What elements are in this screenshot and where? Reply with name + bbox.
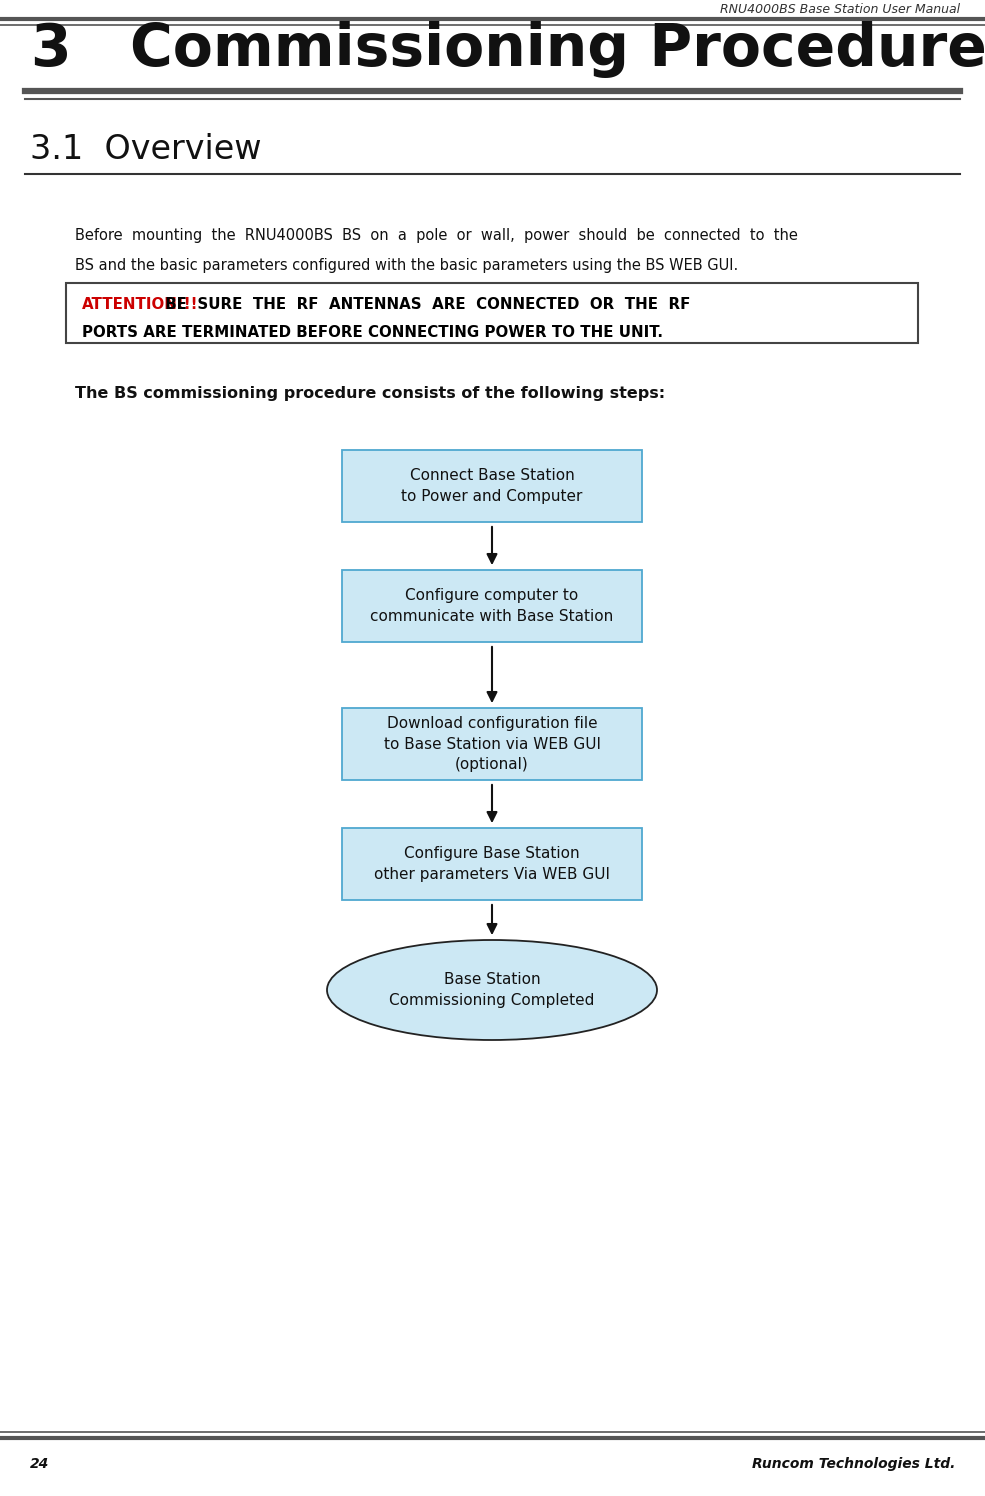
- Text: BS and the basic parameters configured with the basic parameters using the BS WE: BS and the basic parameters configured w…: [75, 257, 738, 272]
- Text: Commissioning Procedure: Commissioning Procedure: [130, 21, 985, 78]
- Bar: [342, 827, 642, 901]
- Bar: [342, 450, 642, 522]
- Text: RNU4000BS Base Station User Manual: RNU4000BS Base Station User Manual: [720, 3, 960, 15]
- Ellipse shape: [327, 939, 657, 1040]
- Text: Connect Base Station
to Power and Computer: Connect Base Station to Power and Comput…: [401, 468, 583, 504]
- Bar: [342, 570, 642, 642]
- Text: BE  SURE  THE  RF  ANTENNAS  ARE  CONNECTED  OR  THE  RF: BE SURE THE RF ANTENNAS ARE CONNECTED OR…: [160, 298, 690, 313]
- Bar: [342, 708, 642, 779]
- Text: The BS commissioning procedure consists of the following steps:: The BS commissioning procedure consists …: [75, 386, 665, 401]
- Text: 3: 3: [30, 21, 71, 78]
- Text: Base Station
Commissioning Completed: Base Station Commissioning Completed: [389, 972, 595, 1008]
- Text: Before  mounting  the  RNU4000BS  BS  on  a  pole  or  wall,  power  should  be : Before mounting the RNU4000BS BS on a po…: [75, 227, 798, 242]
- Text: ATTENTION!!!: ATTENTION!!!: [82, 298, 199, 313]
- Bar: [66, 283, 918, 343]
- Text: Configure Base Station
other parameters Via WEB GUI: Configure Base Station other parameters …: [374, 847, 610, 881]
- Text: Download configuration file
to Base Station via WEB GUI
(optional): Download configuration file to Base Stat…: [383, 717, 601, 772]
- Text: 3.1  Overview: 3.1 Overview: [30, 133, 261, 166]
- Text: PORTS ARE TERMINATED BEFORE CONNECTING POWER TO THE UNIT.: PORTS ARE TERMINATED BEFORE CONNECTING P…: [82, 325, 663, 340]
- Text: Runcom Technologies Ltd.: Runcom Technologies Ltd.: [752, 1457, 955, 1471]
- Text: 24: 24: [30, 1457, 49, 1471]
- Text: Configure computer to
communicate with Base Station: Configure computer to communicate with B…: [370, 588, 614, 624]
